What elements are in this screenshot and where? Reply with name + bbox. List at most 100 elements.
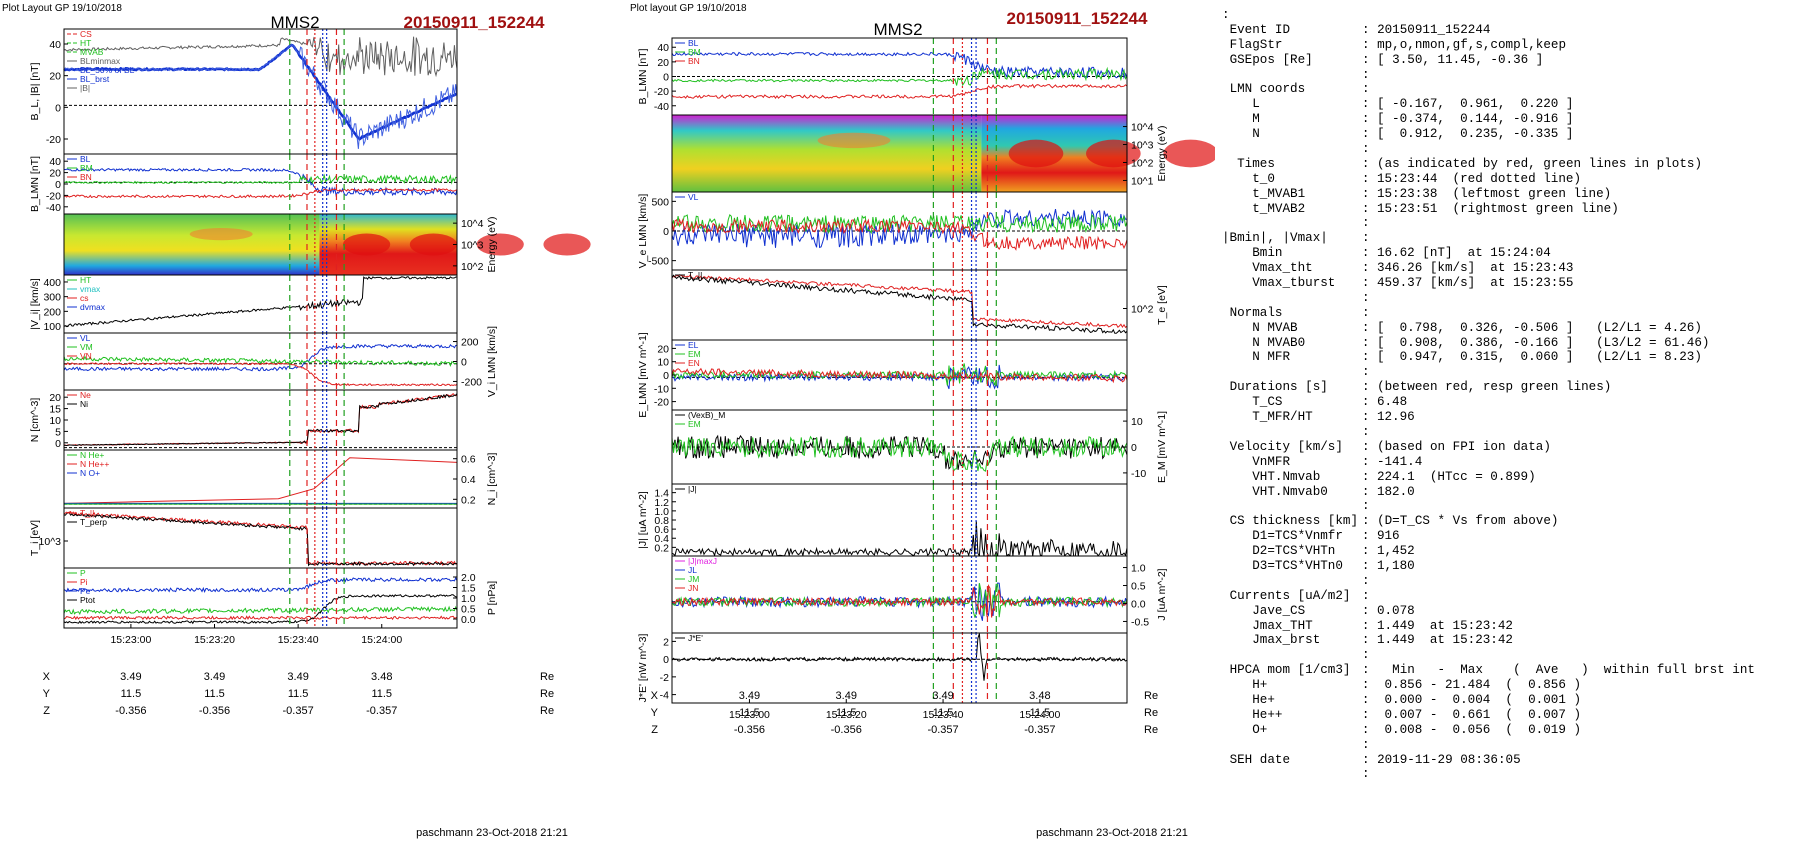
spectrogram-warm-region — [189, 228, 253, 241]
info-line: VHT.Nmvab0: 182.0 — [1222, 485, 1802, 500]
plot-panel-9: 2 0 -2 -4 J*E' [nW m^-3] J*E' — [637, 632, 1128, 704]
legend-entry: T_perp — [80, 517, 107, 527]
y-tick-label-right: 10^3 — [461, 240, 484, 252]
panel-background — [64, 275, 457, 333]
position-value: 11.5 — [1030, 707, 1051, 719]
series-line — [63, 361, 458, 387]
position-value: 11.5 — [204, 688, 225, 700]
y-axis-label: B_LMN [nT] — [637, 48, 649, 104]
legend-entry: J*E' — [688, 633, 703, 643]
y-axis-label-right: E_M [mV m^-1] — [1156, 411, 1168, 483]
mid-event-title: 20150911_152244 — [1007, 9, 1148, 28]
legend-entry: BL — [688, 38, 699, 48]
y-tick-label-right: 1.5 — [461, 583, 476, 595]
info-value: : — [1361, 573, 1370, 588]
y-tick-label: 0 — [55, 179, 61, 191]
info-indent — [1222, 336, 1252, 351]
spectrogram-hot-region — [343, 233, 391, 256]
legend-entry: JN — [688, 583, 698, 593]
y-tick-label: 0 — [663, 654, 669, 666]
series-line — [63, 510, 458, 566]
y-tick-label-right: 0.0 — [461, 614, 476, 626]
info-value: : 0.007 - 0.661 ( 0.007 ) — [1361, 707, 1581, 722]
series-line — [63, 355, 458, 368]
x-tick-label: 15:23:40 — [278, 634, 319, 646]
y-axis-label: |J| [uA m^-2] — [637, 491, 649, 549]
series-line — [64, 393, 458, 447]
y-tick-label-right: -0.5 — [1131, 616, 1149, 628]
panel-background — [672, 633, 1127, 703]
info-line: Currents [uA/m2]: — [1222, 589, 1802, 604]
x-tick-label: 15:23:40 — [923, 709, 964, 721]
y-tick-label: 40 — [49, 39, 61, 51]
position-value: -0.356 — [115, 705, 146, 717]
info-line: CS thickness [km]: (D=T_CS * Vs from abo… — [1222, 514, 1802, 529]
info-key: D2=TCS*VHTn — [1252, 544, 1336, 559]
info-line: T_CS: 6.48 — [1222, 395, 1802, 410]
info-line: t_MVAB2: 15:23:51 (rightmost green line) — [1222, 202, 1802, 217]
series-line — [671, 274, 1128, 334]
info-indent — [1222, 142, 1230, 157]
info-line: He+: 0.000 - 0.004 ( 0.001 ) — [1222, 693, 1802, 708]
info-key: Velocity [km/s] — [1229, 439, 1343, 454]
info-indent — [1222, 82, 1230, 97]
info-indent — [1222, 172, 1252, 187]
info-line: |Bmin|, |Vmax|: — [1222, 231, 1802, 246]
y-tick-label: 400 — [43, 277, 61, 289]
position-row-label: Y — [43, 688, 51, 700]
info-line: N MVAB: [ 0.798, 0.326, -0.506 ] (L2/L1 … — [1222, 321, 1802, 336]
legend-entry: N He+ — [80, 450, 104, 460]
info-key: FlagStr — [1229, 37, 1283, 52]
position-row-label: X — [651, 690, 659, 702]
legend-entry: N He++ — [80, 459, 109, 469]
legend-entry: JM — [688, 574, 699, 584]
x-tick-label: 15:23:00 — [729, 709, 770, 721]
legend-entry: |B| — [80, 83, 90, 93]
position-value: 11.5 — [933, 707, 954, 719]
figure-canvas: Plot Layout GP 19/10/2018 MMS2 20150911_… — [2, 3, 1215, 839]
info-key: Bmin — [1252, 246, 1283, 261]
plot-panel-7: 1.41.21.00.80.60.40.2 |J| [uA m^-2] |J| — [637, 483, 1128, 558]
y-tick-label: 0 — [663, 226, 669, 238]
info-value: : 182.0 — [1361, 484, 1415, 499]
y-tick-label-right: -10 — [1131, 468, 1146, 480]
info-line: : — [1222, 8, 1802, 23]
info-value: : 1.449 at 15:23:42 — [1361, 618, 1513, 633]
info-indent: : — [1222, 8, 1230, 22]
position-value: 3.49 — [836, 690, 857, 702]
y-tick-label-right: 0.5 — [1131, 581, 1146, 593]
y-tick-label: -20 — [46, 190, 61, 202]
legend-entry: EM — [688, 349, 701, 359]
y-tick-label: 40 — [49, 156, 61, 168]
info-line: Event ID: 20150911_152244 — [1222, 23, 1802, 38]
info-value: : — [1361, 305, 1370, 320]
y-axis-label: B_LMN [nT] — [29, 156, 41, 212]
y-axis-label-right: P [nPa] — [486, 581, 498, 615]
info-value: : 2019-11-29 08:36:05 — [1361, 752, 1521, 767]
legend-entry: cs — [80, 293, 89, 303]
info-indent — [1222, 708, 1252, 723]
series-line — [671, 584, 1128, 618]
info-indent — [1222, 306, 1230, 321]
info-line: HPCA mom [1/cm3]: Min - Max ( Ave ) with… — [1222, 663, 1802, 678]
position-value: 3.49 — [287, 671, 308, 683]
info-indent — [1222, 604, 1252, 619]
y-tick-label: 20 — [49, 392, 61, 404]
info-indent — [1222, 395, 1252, 410]
info-line: : — [1222, 365, 1802, 380]
y-tick-label: 200 — [43, 306, 61, 318]
series-line — [63, 343, 458, 372]
position-unit: Re — [540, 705, 554, 717]
legend-entry: CS — [80, 29, 92, 39]
info-value: : 459.37 [km/s] at 15:23:55 — [1361, 276, 1574, 291]
info-line: T_MFR/HT: 12.96 — [1222, 410, 1802, 425]
info-line: M: [ -0.374, 0.144, -0.916 ] — [1222, 112, 1802, 127]
series-line — [63, 36, 458, 78]
series-line — [671, 51, 1128, 80]
info-indent — [1222, 767, 1230, 782]
info-indent — [1222, 68, 1230, 83]
